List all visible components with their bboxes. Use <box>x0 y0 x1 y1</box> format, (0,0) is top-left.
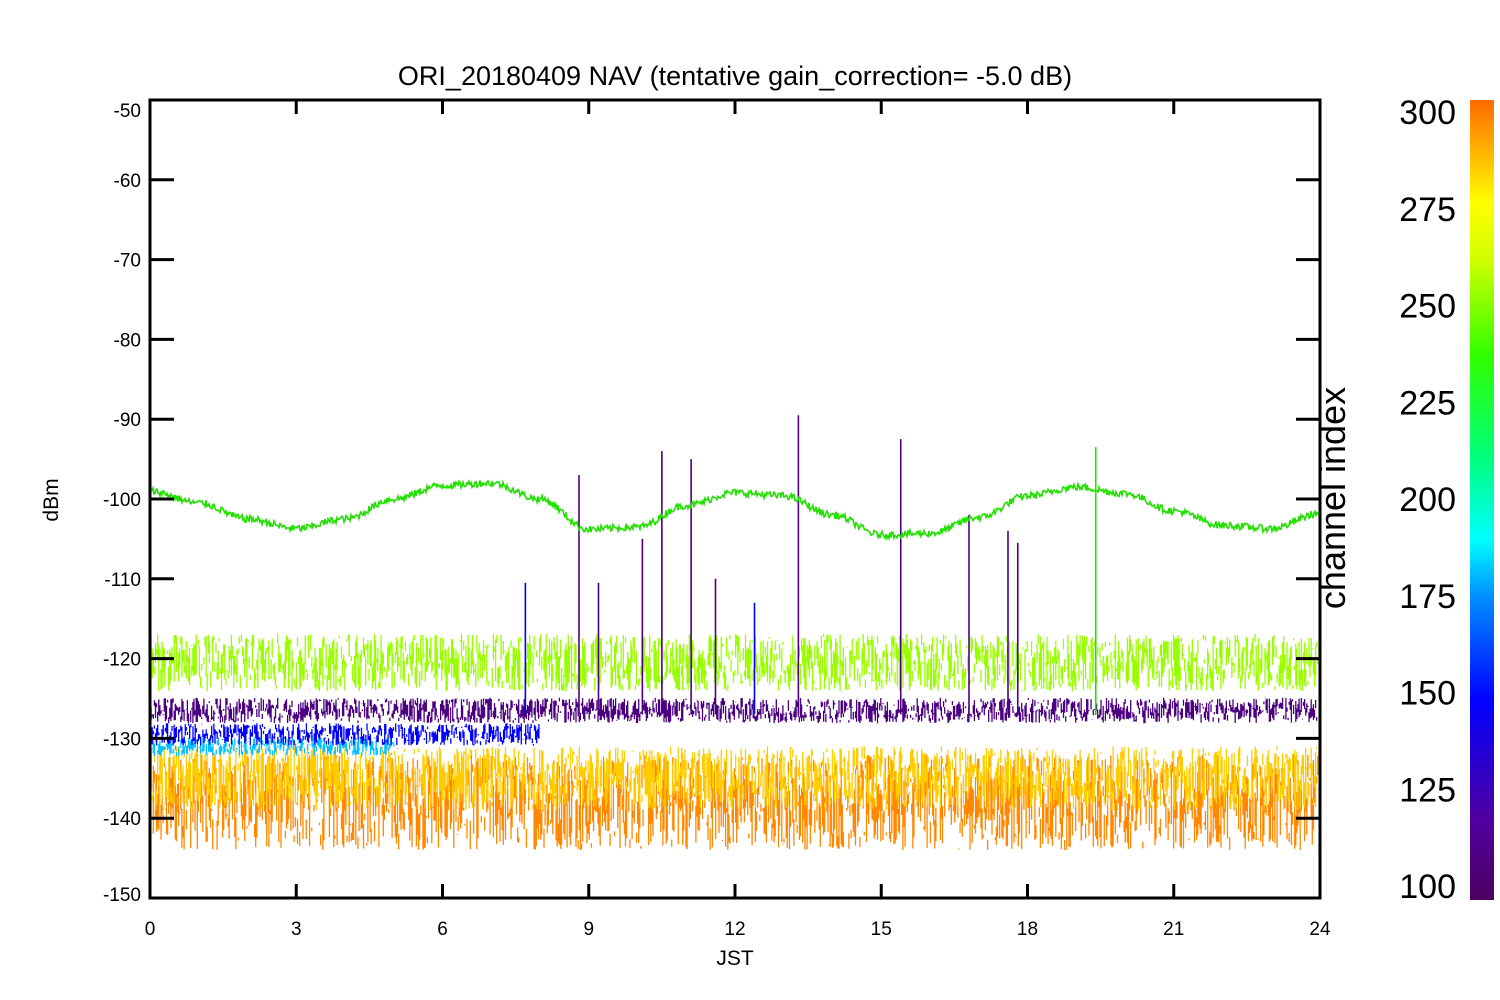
x-axis-label: JST <box>716 947 754 970</box>
series-band <box>150 633 1320 692</box>
colorbar <box>1470 100 1494 900</box>
x-tick-label: 0 <box>145 919 156 940</box>
y-axis-label: dBm <box>40 478 63 521</box>
y-axis: -50 -60 -70 -80 -90 -100 -110 -120 -130 -140 -150 <box>103 98 1320 906</box>
y-tick-label: -150 <box>103 885 141 906</box>
x-tick-label: 15 <box>871 919 892 940</box>
y-tick-label: -80 <box>114 330 141 351</box>
colorbar-tick-label: 100 <box>1399 868 1456 906</box>
x-tick-label: 24 <box>1309 919 1331 940</box>
plot-area <box>150 415 1320 851</box>
x-tick-label: 12 <box>724 919 745 940</box>
y-tick-label: -130 <box>103 729 141 750</box>
colorbar-tick-label: 175 <box>1399 578 1456 616</box>
y-tick-label: -100 <box>103 490 141 511</box>
x-tick-label: 3 <box>291 919 302 940</box>
y-tick-label: -110 <box>104 570 141 591</box>
series-line <box>150 478 1320 542</box>
series-band <box>150 697 1320 724</box>
y-tick-label: -120 <box>103 650 141 671</box>
x-tick-label: 18 <box>1017 919 1038 940</box>
colorbar-label: channel index <box>1312 387 1353 609</box>
colorbar-tick-label: 200 <box>1399 481 1456 519</box>
x-tick-label: 9 <box>583 919 594 940</box>
series-band <box>150 746 1320 811</box>
y-tick-label: -50 <box>114 101 141 122</box>
colorbar-tick-label: 250 <box>1399 288 1456 326</box>
x-axis: 0 3 6 9 12 15 18 21 24 <box>145 100 1331 940</box>
y-tick-label: -90 <box>114 410 141 431</box>
x-tick-label: 21 <box>1163 919 1184 940</box>
colorbar-ticks: 100 125 150 175 200 225 250 275 300 <box>1399 94 1456 906</box>
y-tick-label: -60 <box>114 171 141 192</box>
colorbar-tick-label: 150 <box>1399 675 1456 713</box>
y-tick-label: -70 <box>114 251 141 272</box>
colorbar-tick-label: 225 <box>1399 384 1456 422</box>
chart-title: ORI_20180409 NAV (tentative gain_correct… <box>398 61 1072 91</box>
x-tick-label: 6 <box>437 919 448 940</box>
y-tick-label: -140 <box>103 809 141 830</box>
colorbar-tick-label: 125 <box>1399 771 1456 809</box>
colorbar-tick-label: 300 <box>1399 94 1456 132</box>
series-band <box>150 723 541 746</box>
colorbar-tick-label: 275 <box>1399 191 1456 229</box>
